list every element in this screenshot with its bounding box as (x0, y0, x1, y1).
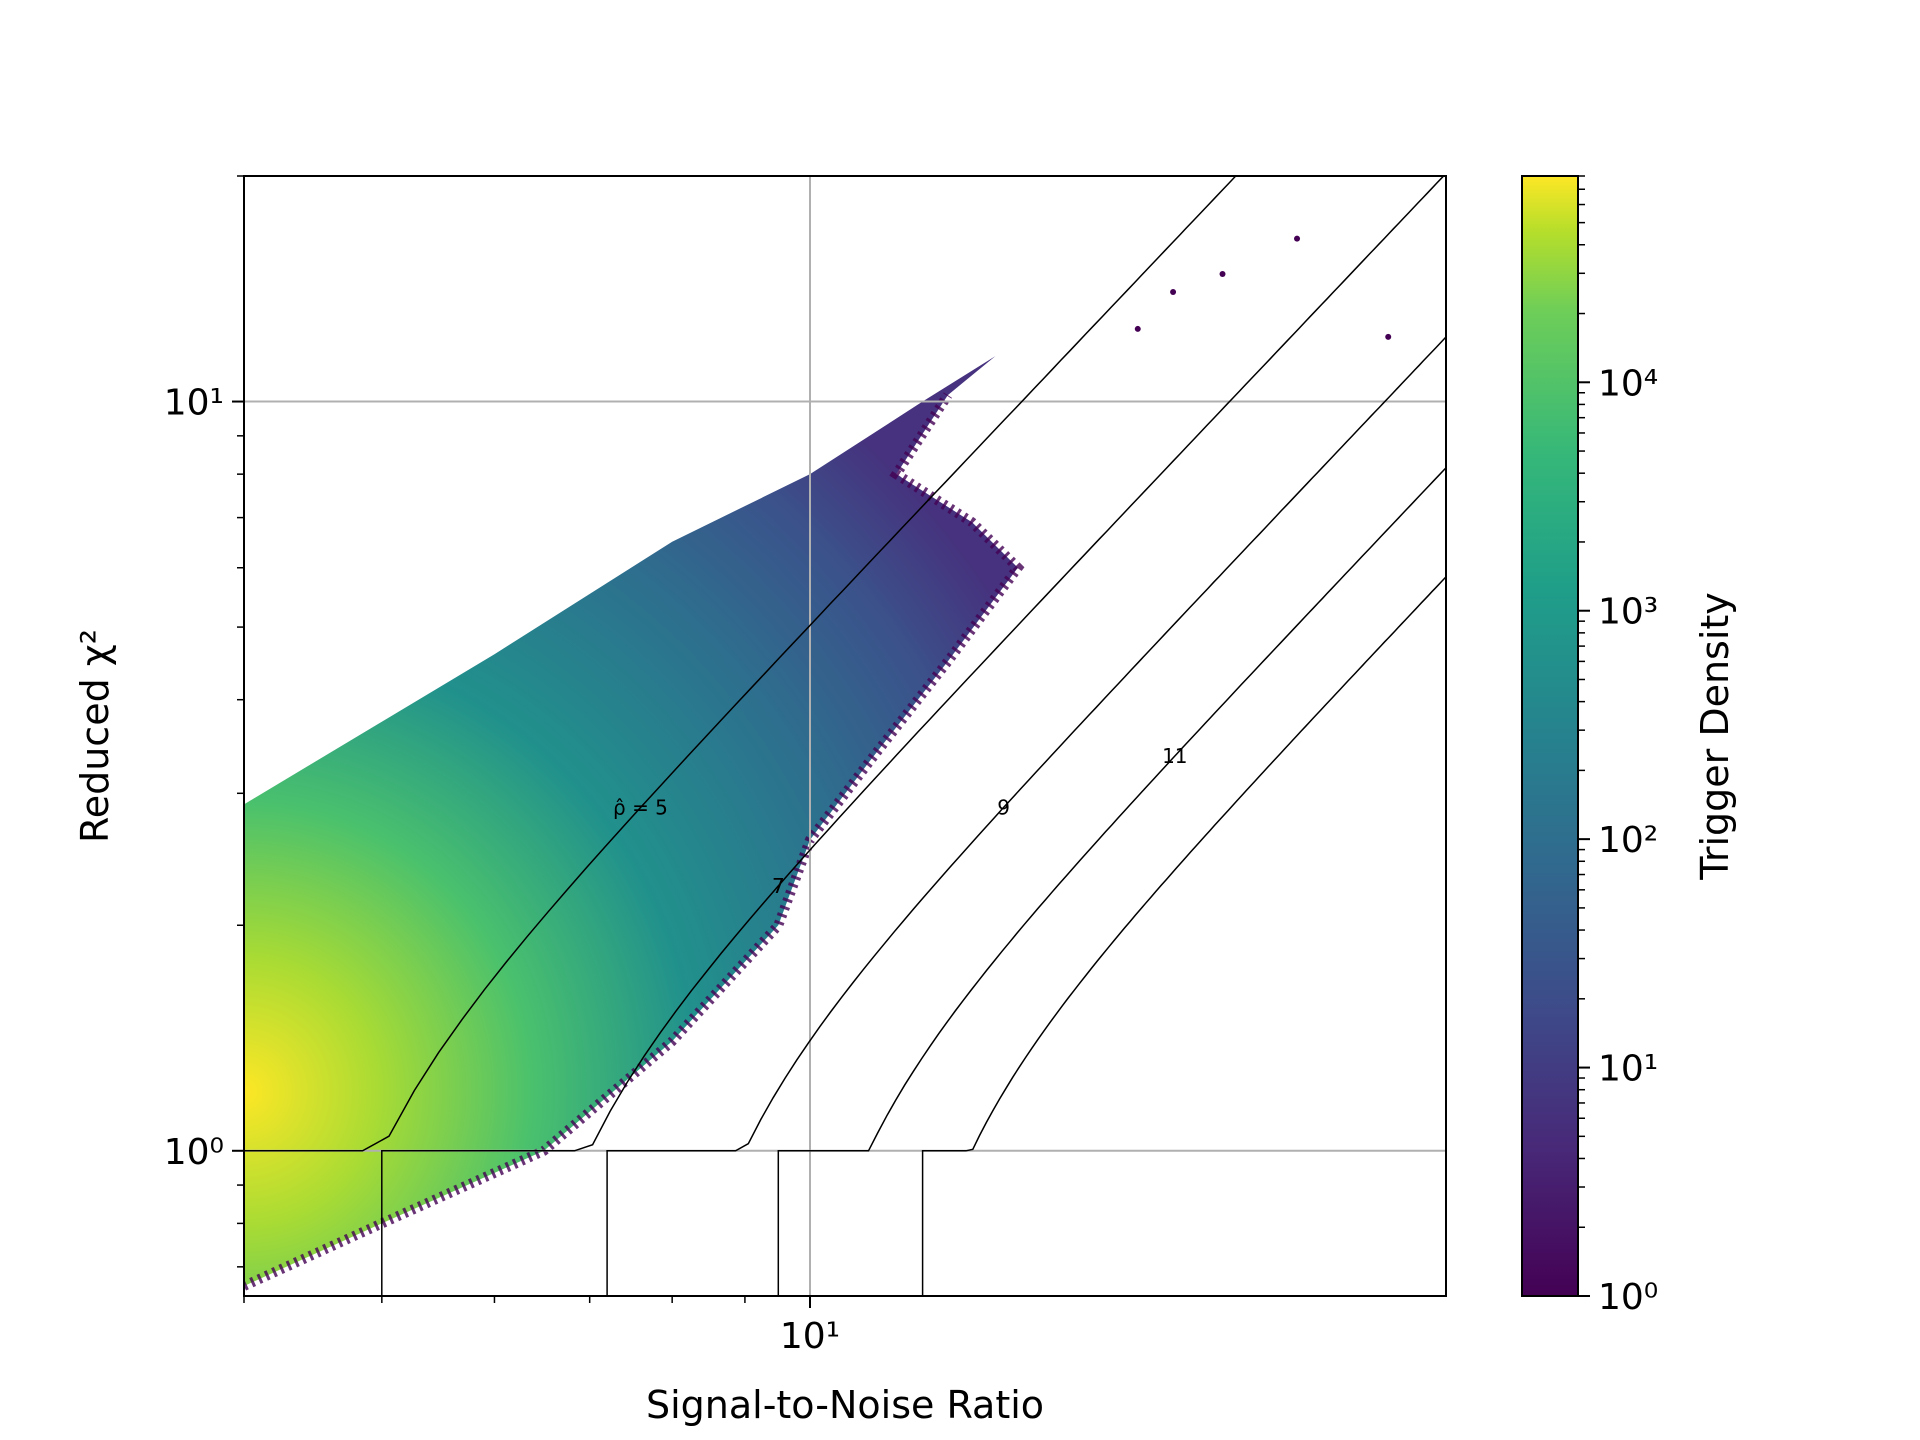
colorbar-gradient (1521, 175, 1579, 1297)
contour-line (244, 176, 1237, 1296)
contour-label: 9 (997, 796, 1010, 820)
x-axis: 10¹ (243, 1296, 840, 1357)
x-tick-label: 10¹ (780, 1316, 840, 1357)
outlier-point (1385, 333, 1392, 340)
outlier-point (1294, 235, 1301, 242)
plot-frame (243, 175, 1447, 1297)
colorbar-tick-label: 10⁴ (1598, 363, 1658, 404)
colorbar: 10⁰ 10¹ 10² 10³ 10⁴ Trigger Density (1521, 175, 1737, 1318)
contour-layer (244, 176, 1446, 1296)
colorbar-ticks: 10⁰ 10¹ 10² 10³ 10⁴ (1578, 175, 1658, 1318)
colorbar-tick-label: 10³ (1598, 592, 1658, 633)
y-axis: 10⁰ 10¹ (164, 175, 244, 1268)
y-tick-label: 10¹ (164, 383, 224, 424)
colorbar-tick-label: 10¹ (1598, 1049, 1658, 1090)
contour-line (777, 466, 1446, 1296)
outlier-point (1134, 325, 1141, 332)
contour-label: 11 (1162, 744, 1187, 768)
colorbar-tick-label: 10² (1598, 820, 1658, 861)
x-axis-title: Signal-to-Noise Ratio (646, 1383, 1044, 1427)
contour-line (381, 176, 1445, 1296)
colorbar-label: Trigger Density (1693, 592, 1737, 881)
density-fringe (244, 392, 1025, 1291)
contour-label: 7 (772, 874, 785, 898)
outlier-point (1170, 289, 1177, 296)
contour-label: ρ̂ = 5 (613, 796, 668, 820)
colorbar-tick-label: 10⁰ (1598, 1277, 1658, 1318)
outlier-point (1219, 270, 1226, 277)
contour-line (606, 335, 1446, 1296)
y-tick-label: 10⁰ (164, 1132, 224, 1173)
contour-line (921, 575, 1446, 1296)
plot-area: 10¹ 10⁰ 10¹ (164, 175, 1447, 1357)
y-axis-title: Reduced χ² (73, 629, 117, 843)
